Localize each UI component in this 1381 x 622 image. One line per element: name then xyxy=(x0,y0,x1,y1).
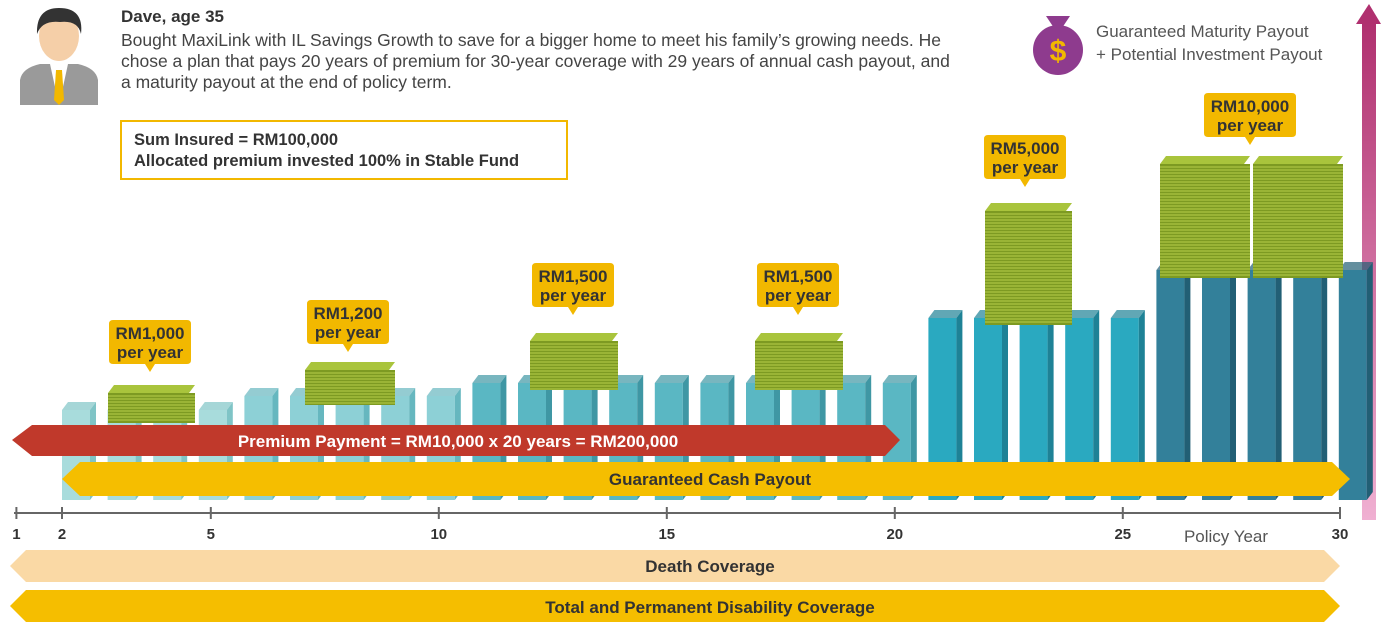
payout-period: per year xyxy=(117,343,184,362)
axis-tick-label: 30 xyxy=(1332,526,1349,543)
axis-tick-label: 25 xyxy=(1114,526,1131,543)
payout-amount: RM1,500 xyxy=(539,267,608,286)
axis-tick-label: 20 xyxy=(886,526,903,543)
payout-amount: RM1,200 xyxy=(314,304,383,323)
payout-amount: RM1,000 xyxy=(116,324,185,343)
premium-label: Premium Payment = RM10,000 x 20 years = … xyxy=(238,432,678,451)
payout-period: per year xyxy=(540,286,607,305)
axis-tick-label: 15 xyxy=(658,526,675,543)
bar-top xyxy=(244,388,278,396)
tpd-label: Total and Permanent Disability Coverage xyxy=(545,598,874,617)
svg-text:$: $ xyxy=(1050,35,1067,68)
death-label: Death Coverage xyxy=(645,557,774,576)
payout-period: per year xyxy=(765,286,832,305)
money-top xyxy=(108,385,195,393)
legend-line: + Potential Investment Payout xyxy=(1096,43,1322,66)
payout-amount: RM10,000 xyxy=(1211,97,1289,116)
money-top xyxy=(985,203,1072,211)
money-top xyxy=(1253,156,1343,164)
money-top xyxy=(530,333,618,341)
payout-amount: RM1,500 xyxy=(764,267,833,286)
bar-top xyxy=(472,375,506,383)
axis-tick-label: 2 xyxy=(58,526,66,543)
persona-name: Dave, age 35 xyxy=(121,7,224,27)
bar-top xyxy=(427,388,461,396)
axis-tick-label: 1 xyxy=(12,526,20,543)
axis-tick-label: 10 xyxy=(430,526,447,543)
cash-payout-label: Guaranteed Cash Payout xyxy=(609,470,812,489)
payout-period: per year xyxy=(315,323,382,342)
canvas: $ Premium Payment = RM10,000 x 20 years … xyxy=(0,0,1381,622)
money-bag-icon: $ xyxy=(1033,16,1083,75)
payout-amount: RM5,000 xyxy=(991,139,1060,158)
legend-line: Guaranteed Maturity Payout xyxy=(1096,20,1322,43)
avatar xyxy=(20,8,98,105)
payout-period: per year xyxy=(992,158,1059,177)
plan-box: Sum Insured = RM100,000 Allocated premiu… xyxy=(120,120,568,180)
plan-line: Sum Insured = RM100,000 xyxy=(134,130,554,151)
persona-description: Bought MaxiLink with IL Savings Growth t… xyxy=(121,30,951,93)
axis-tick-label: 5 xyxy=(207,526,215,543)
money-top xyxy=(755,333,843,341)
plan-line: Allocated premium invested 100% in Stabl… xyxy=(134,151,554,172)
bar xyxy=(1339,270,1367,500)
money-top xyxy=(1160,156,1250,164)
bar-top xyxy=(62,402,96,410)
money-top xyxy=(305,362,395,370)
bar-side xyxy=(1367,262,1373,500)
payout-period: per year xyxy=(1217,116,1284,135)
legend: Guaranteed Maturity Payout + Potential I… xyxy=(1096,20,1322,66)
axis-label: Policy Year xyxy=(1184,527,1268,546)
infographic: $ Premium Payment = RM10,000 x 20 years … xyxy=(0,0,1381,622)
bar-top xyxy=(199,402,233,410)
